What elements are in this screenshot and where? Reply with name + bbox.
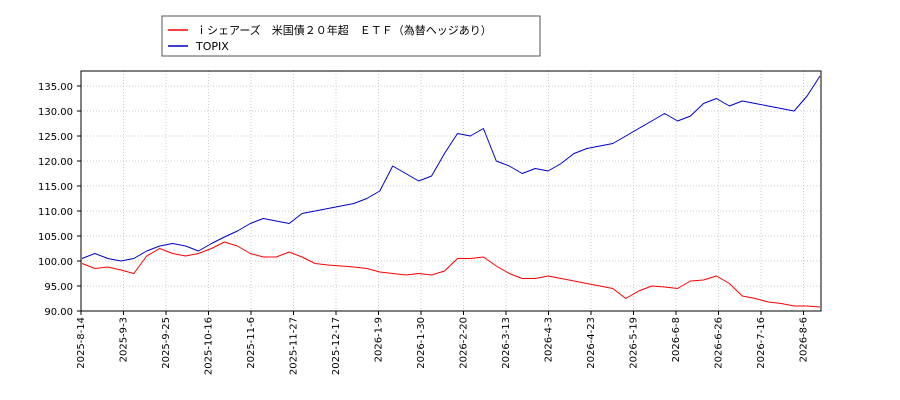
legend-label-series-2: TOPIX <box>195 40 229 53</box>
y-tick-label: 120.00 <box>38 157 73 168</box>
legend-box <box>161 15 541 57</box>
series-lines <box>81 75 821 308</box>
y-tick-label: 110.00 <box>38 207 73 218</box>
x-tick-label: 2025-9-25 <box>161 317 172 369</box>
legend-label-series-1: ｉシェアーズ 米国債２０年超 ＥＴＦ（為替ヘッジあり） <box>196 23 492 37</box>
x-tick-label: 2026-3-13 <box>501 317 512 369</box>
y-tick-label: 130.00 <box>38 107 73 118</box>
legend: ｉシェアーズ 米国債２０年超 ＥＴＦ（為替ヘッジあり） TOPIX <box>161 15 541 57</box>
x-tick-label: 2026-2-20 <box>459 317 470 369</box>
x-tick-label: 2026-4-23 <box>586 317 597 369</box>
x-tick-label: 2025-10-16 <box>204 317 215 375</box>
gridlines <box>81 71 821 312</box>
y-axis: 90.00 95.00 100.00 105.00 110.00 115.00 120.00… <box>38 82 81 318</box>
series-line-2 <box>81 75 821 262</box>
x-tick-label: 2026-7-16 <box>756 317 767 369</box>
x-tick-label: 2026-6-8 <box>671 317 682 362</box>
x-tick-label: 2026-1-9 <box>374 317 385 362</box>
y-tick-label: 115.00 <box>38 182 73 193</box>
y-tick-label: 95.00 <box>44 282 73 293</box>
x-tick-label: 2025-12-17 <box>331 317 342 375</box>
x-axis: 2025-8-14 2025-9-3 2025-9-25 2025-10-16 2025… <box>76 311 810 375</box>
plot-frame <box>80 70 822 312</box>
y-tick-label: 90.00 <box>44 307 73 318</box>
x-tick-label: 2026-6-26 <box>714 317 725 369</box>
x-tick-label: 2025-11-6 <box>246 317 257 369</box>
x-tick-label: 2026-8-6 <box>799 317 810 362</box>
y-tick-label: 100.00 <box>38 257 73 268</box>
x-tick-label: 2025-9-3 <box>119 317 130 362</box>
y-tick-label: 135.00 <box>38 82 73 93</box>
x-tick-label: 2026-5-19 <box>629 317 640 369</box>
x-tick-label: 2026-4-3 <box>544 317 555 362</box>
x-tick-label: 2025-8-14 <box>76 317 87 369</box>
y-tick-label: 125.00 <box>38 132 73 143</box>
x-tick-label: 2026-1-30 <box>416 317 427 369</box>
series-line-1 <box>81 241 821 308</box>
y-tick-label: 105.00 <box>38 232 73 243</box>
x-tick-label: 2025-11-27 <box>289 317 300 375</box>
